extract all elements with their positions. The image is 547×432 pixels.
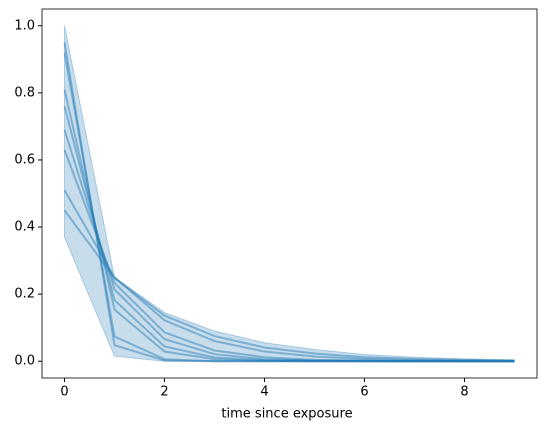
y-tick-label: 0.2: [14, 287, 35, 302]
x-tick-label: 6: [360, 385, 368, 400]
y-tick-label: 1.0: [14, 18, 35, 33]
line: [63, 106, 515, 363]
x-tick-label: 8: [460, 385, 468, 400]
line: [63, 149, 515, 363]
plot-frame: [41, 8, 538, 379]
x-tick-label: 4: [260, 385, 268, 400]
x-axis-label: time since exposure: [221, 407, 352, 422]
y-tick-label: 0.8: [14, 85, 35, 100]
line: [63, 189, 515, 362]
line: [63, 129, 515, 363]
x-tick-label: 0: [60, 385, 68, 400]
y-tick-label: 0.6: [14, 152, 35, 167]
confidence-band: [64, 25, 515, 362]
y-tick-label: 0.4: [14, 220, 35, 235]
line: [63, 209, 515, 362]
line: [63, 52, 515, 363]
line: [63, 42, 515, 363]
x-tick-label: 2: [160, 385, 168, 400]
line: [63, 89, 515, 363]
y-tick-label: 0.0: [14, 354, 35, 369]
